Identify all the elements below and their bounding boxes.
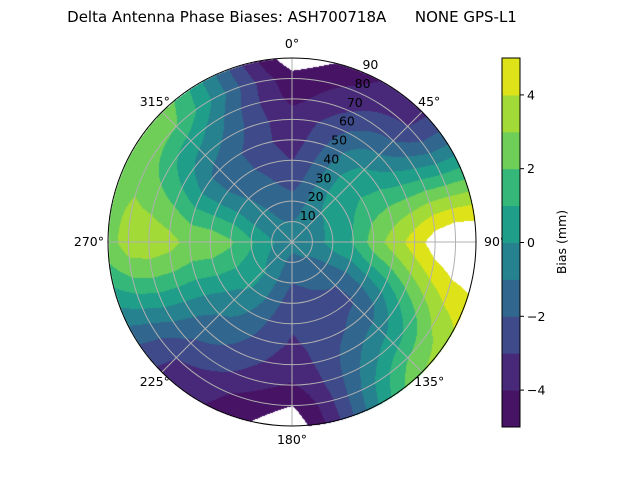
angular-gridline [161,241,293,373]
angular-tick-label: 180° [277,432,307,447]
colorbar-label: Bias (mm) [554,210,569,274]
colorbar-band [502,353,520,391]
angular-gridline [291,241,423,373]
chart-title: Delta Antenna Phase Biases: ASH700718A N… [67,8,517,26]
colorbar-band [502,316,520,354]
polar-frame [107,57,477,427]
radial-tick-label: 50 [331,133,347,148]
radial-tick-label: 80 [355,76,371,91]
radial-tick-label: 30 [316,170,332,185]
angular-tick-label: 0° [285,36,299,51]
radial-tick-label: 70 [347,95,363,110]
polar-grid [107,57,477,427]
colorbar-tick-label: −2 [527,309,545,324]
colorbar-tick-label: −4 [527,383,545,398]
axis-labels: 0° 45° 90° 135° 180° 225° 270° 315° 10 20 30 40 50 60… [74,36,506,447]
angular-tick-label: 135° [414,374,444,389]
angular-tick-label: 315° [140,94,170,109]
angular-gridline [291,111,423,243]
radial-tick-label: 40 [323,151,339,166]
angular-tick-label: 270° [74,234,104,249]
colorbar-band [502,205,520,243]
angular-tick-label: 225° [140,374,170,389]
colorbar-band [502,58,520,96]
colorbar-tick-label: 4 [527,87,535,102]
radial-tick-label: 90 [362,57,378,72]
colorbar-band [502,94,520,133]
radial-tick-label: 60 [339,114,355,129]
colorbar-tick-label: 2 [527,161,535,176]
radial-tick-label: 10 [300,208,316,223]
colorbar-tick-label: 0 [527,235,535,250]
colorbar-band [502,242,520,280]
angular-tick-label: 45° [418,94,440,109]
angular-gridline [161,111,293,243]
colorbar-band [502,279,520,317]
colorbar: −4 −2 0 2 4 Bias (mm) [501,57,569,428]
radial-tick-label: 20 [308,189,324,204]
colorbar-band [502,390,520,428]
angular-tick-label: 90° [484,234,506,249]
colorbar-band [502,131,520,170]
colorbar-band [502,168,520,207]
